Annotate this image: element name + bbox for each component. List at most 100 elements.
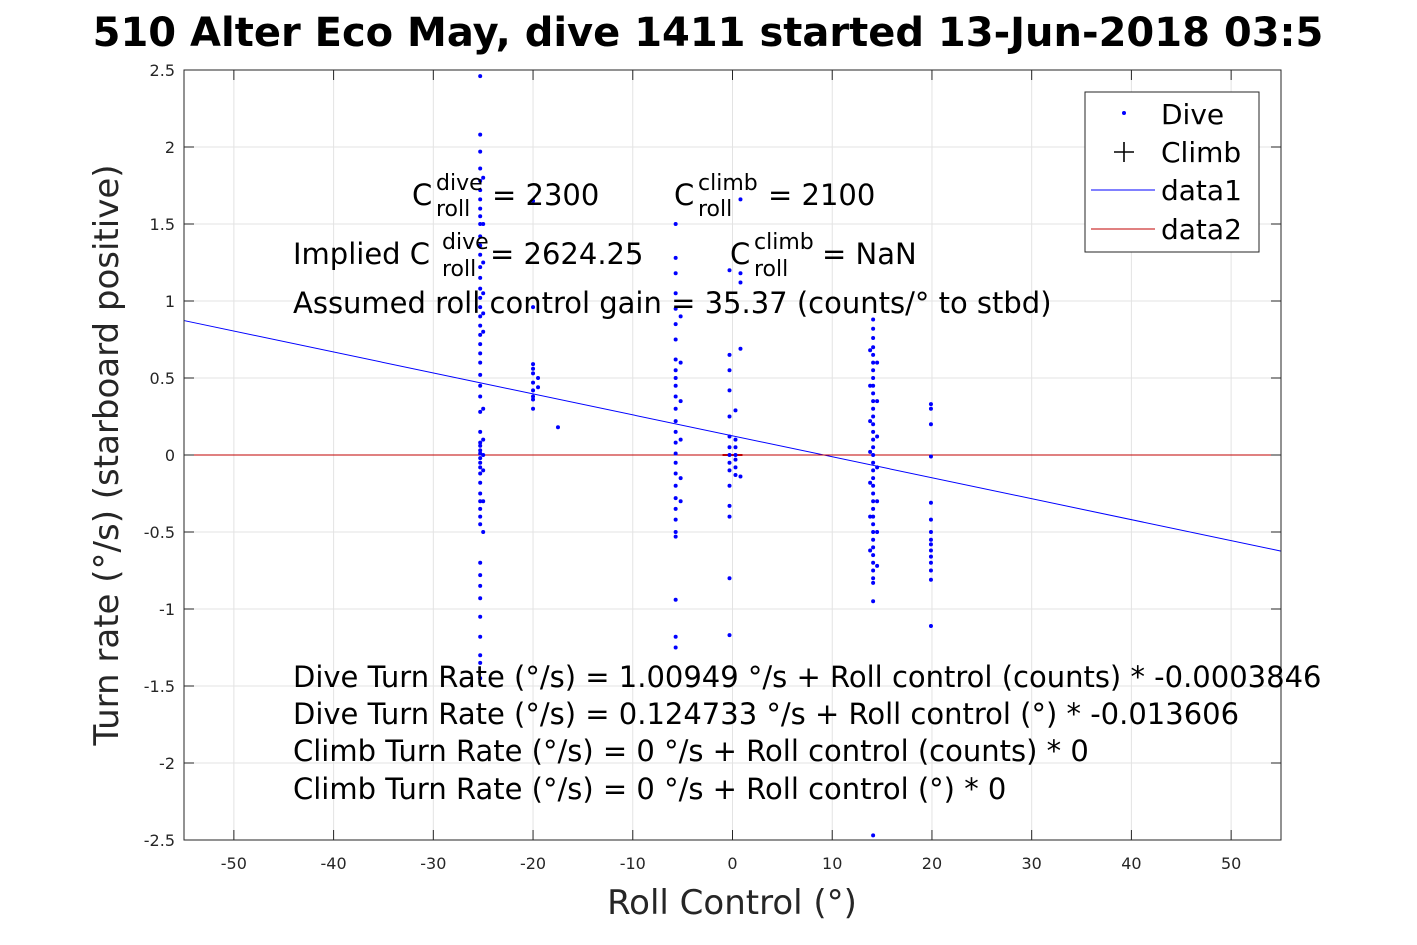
dive-point [673, 534, 678, 539]
dive-point [478, 222, 483, 226]
dive-point [478, 491, 483, 496]
dive-point [673, 517, 678, 522]
c-roll-climb-annotation: C climb roll = 2100 [674, 171, 875, 222]
dive-point [871, 368, 876, 373]
data-points [478, 74, 933, 838]
dive-point [478, 506, 483, 511]
dive-point [531, 388, 536, 393]
dive-point [727, 368, 732, 373]
dive-point [478, 471, 483, 476]
dive-point [536, 376, 541, 380]
implied-climb-annotation: C climb roll = NaN [730, 230, 917, 282]
dive-point [871, 491, 876, 496]
dive-point [738, 280, 743, 285]
climb-degrees-equation: Climb Turn Rate (°/s) = 0 °/s + Roll con… [293, 772, 1006, 806]
dive-point [871, 391, 876, 396]
y-tick-labels: -2.5 -2 -1.5 -1 -0.5 0 0.5 1 1.5 2 2.5 [144, 61, 175, 850]
dive-point [478, 409, 483, 414]
dive-point [673, 506, 678, 511]
dive-point [673, 483, 678, 488]
dive-point [478, 197, 483, 202]
dive-point [673, 406, 678, 411]
dive-point [478, 460, 483, 465]
dive-point [478, 573, 483, 578]
dive-point [673, 530, 678, 534]
dive-point [478, 188, 483, 193]
dive-point [738, 474, 743, 479]
dive-point [875, 499, 880, 504]
dive-point [531, 406, 536, 411]
dive-point [531, 397, 536, 402]
c-roll-dive-base: C [412, 178, 432, 212]
dive-point [481, 453, 486, 457]
dive-point [673, 291, 678, 296]
dive-point [871, 580, 876, 585]
dive-point [481, 260, 486, 265]
y-axis-title: Turn rate (°/s) (starboard positive) [87, 164, 127, 746]
dive-point [678, 437, 683, 442]
chart-title: 510 Alter Eco May, dive 1411 started 13-… [93, 10, 1324, 56]
reference-lines [183, 320, 1282, 552]
dive-point [478, 560, 483, 565]
dive-point [871, 335, 876, 340]
dive-point [678, 399, 683, 404]
dive-degrees-equation: Dive Turn Rate (°/s) = 0.124733 °/s + Ro… [293, 697, 1239, 731]
dive-point [928, 560, 933, 565]
dive-point [478, 214, 483, 219]
x-tick-label: 50 [1221, 854, 1241, 873]
y-tick-label: -2 [159, 754, 175, 773]
x-tick-label: 20 [922, 854, 942, 873]
dive-point [727, 503, 732, 508]
dive-point [481, 222, 486, 226]
dive-point [733, 437, 738, 442]
dive-point [478, 480, 483, 485]
c-roll-dive-annotation: C dive roll = 2300 [412, 171, 599, 222]
x-tick-label: -10 [620, 854, 646, 873]
dive-point [673, 645, 678, 650]
c-roll-dive-sup: dive [436, 171, 483, 196]
dive-point [733, 473, 738, 478]
dive-point [478, 132, 483, 137]
legend-item-data2: data2 [1091, 213, 1242, 246]
dive-point [738, 271, 743, 276]
dive-point [871, 568, 876, 573]
dive-point [531, 380, 536, 385]
dive-point [678, 476, 683, 481]
implied-climb-value: = NaN [822, 237, 917, 271]
dive-point [733, 457, 738, 462]
dive-point [871, 360, 876, 365]
dive-point [868, 449, 873, 454]
dive-point [478, 451, 483, 456]
dive-point [478, 676, 483, 681]
dive-point [531, 198, 536, 203]
x-tick-label: -40 [321, 854, 347, 873]
data1-line [183, 320, 1282, 552]
dive-point [871, 445, 876, 450]
dive-point [871, 599, 876, 604]
dive-point [478, 596, 483, 601]
legend-dive-marker [1122, 111, 1126, 115]
dive-point [478, 448, 483, 453]
dive-point [871, 326, 876, 331]
dive-point [481, 291, 486, 296]
dive-point [478, 514, 483, 519]
dive-point [478, 372, 483, 377]
legend-data1-label: data1 [1161, 174, 1242, 207]
climb-counts-equation: Climb Turn Rate (°/s) = 0 °/s + Roll con… [293, 734, 1089, 768]
dive-point [673, 597, 678, 602]
dive-point [478, 360, 483, 365]
dive-point [478, 166, 483, 171]
dive-point [673, 255, 678, 260]
dive-point [928, 568, 933, 573]
c-roll-climb-value: = 2100 [768, 178, 875, 212]
dive-point [871, 483, 876, 488]
dive-point [478, 660, 483, 665]
implied-dive-value: = 2624.25 [490, 237, 643, 271]
dive-point [727, 468, 732, 473]
dive-point [871, 399, 876, 404]
dive-point [478, 634, 483, 639]
y-tick-label: 0.5 [150, 369, 175, 388]
dive-point [478, 275, 483, 280]
x-axis-title: Roll Control (°) [607, 883, 857, 923]
dive-point [727, 268, 732, 273]
